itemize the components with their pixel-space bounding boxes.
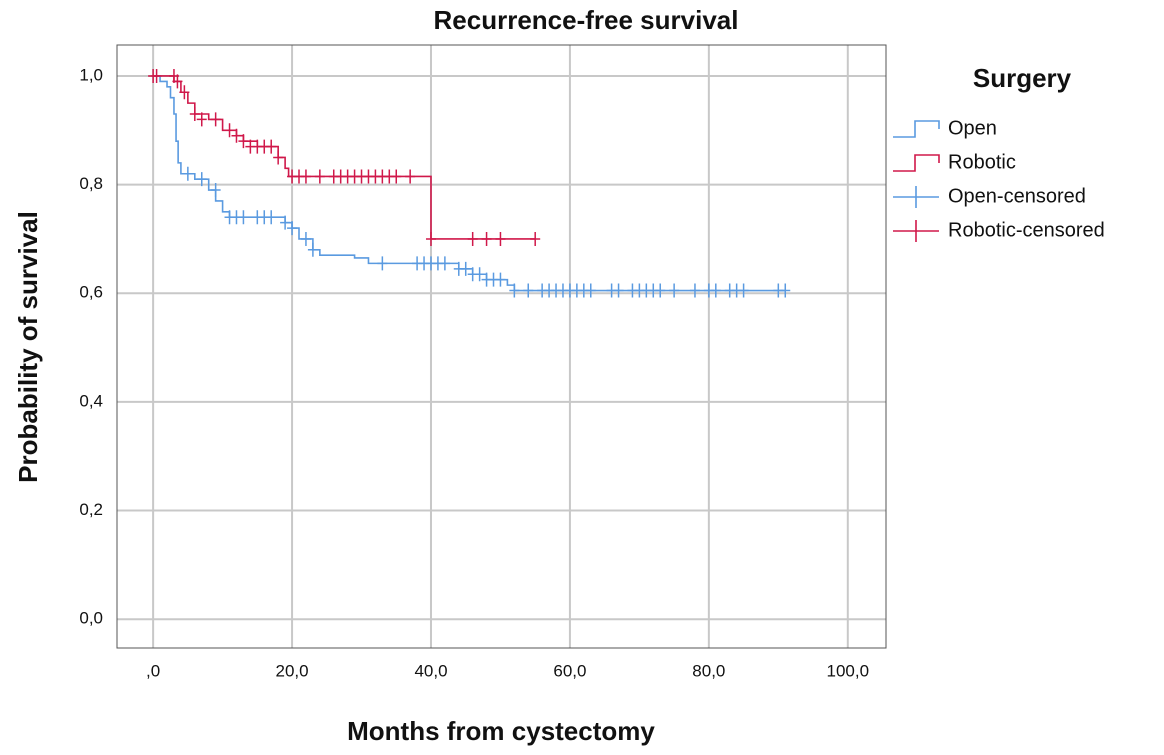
censor-mark bbox=[509, 283, 520, 298]
censor-mark bbox=[585, 283, 596, 298]
censor-mark bbox=[405, 169, 416, 184]
censor-mark bbox=[300, 231, 311, 246]
censor-mark bbox=[530, 231, 541, 246]
x-axis-label: Months from cystectomy bbox=[347, 716, 655, 746]
y-tick-label: 0,0 bbox=[79, 609, 103, 628]
censor-mark bbox=[710, 283, 721, 298]
censor-mark bbox=[495, 231, 506, 246]
survival-line bbox=[153, 75, 536, 240]
censor-mark bbox=[196, 112, 207, 127]
censor-mark bbox=[655, 283, 666, 298]
censor-mark bbox=[467, 231, 478, 246]
legend-label: Robotic-censored bbox=[948, 219, 1105, 241]
y-tick-label: 1,0 bbox=[79, 65, 103, 84]
censor-mark bbox=[425, 231, 436, 246]
censor-mark bbox=[179, 85, 190, 100]
censor-mark bbox=[689, 283, 700, 298]
censor-mark bbox=[300, 169, 311, 184]
legend-label: Open bbox=[948, 117, 997, 139]
legend-label: Robotic bbox=[948, 151, 1016, 173]
censor-mark bbox=[151, 68, 162, 83]
censor-mark bbox=[189, 106, 200, 121]
censor-mark bbox=[182, 166, 193, 181]
y-tick-label: 0,8 bbox=[79, 174, 103, 193]
censor-mark bbox=[231, 128, 242, 143]
x-tick-label: 80,0 bbox=[692, 661, 725, 680]
censor-mark bbox=[377, 256, 388, 271]
censor-mark bbox=[613, 283, 624, 298]
x-tick-label: ,0 bbox=[146, 661, 160, 680]
censor-mark bbox=[196, 172, 207, 187]
x-tick-label: 100,0 bbox=[827, 661, 870, 680]
censor-mark bbox=[669, 283, 680, 298]
censor-mark bbox=[266, 210, 277, 225]
censor-mark bbox=[224, 123, 235, 138]
y-tick-label: 0,6 bbox=[79, 283, 103, 302]
censor-mark bbox=[266, 139, 277, 154]
survival-line bbox=[153, 75, 786, 292]
censor-mark bbox=[474, 267, 485, 282]
censor-mark bbox=[314, 169, 325, 184]
chart-title: Recurrence-free survival bbox=[434, 5, 739, 35]
censor-mark bbox=[495, 272, 506, 287]
legend-icon bbox=[893, 220, 939, 242]
censor-mark bbox=[210, 183, 221, 198]
legend-icon bbox=[893, 186, 939, 208]
x-tick-label: 40,0 bbox=[414, 661, 447, 680]
x-tick-label: 60,0 bbox=[553, 661, 586, 680]
censor-mark bbox=[238, 134, 249, 149]
censor-mark bbox=[460, 261, 471, 276]
legend-icon bbox=[893, 120, 940, 138]
x-tick-label: 20,0 bbox=[276, 661, 309, 680]
y-axis-label: Probability of survival bbox=[13, 211, 43, 483]
censor-mark bbox=[391, 169, 402, 184]
censor-mark bbox=[273, 150, 284, 165]
censor-mark bbox=[210, 112, 221, 127]
censor-mark bbox=[738, 283, 749, 298]
legend-icon bbox=[893, 154, 940, 172]
censor-mark bbox=[307, 242, 318, 257]
censor-mark bbox=[523, 283, 534, 298]
censor-mark bbox=[287, 221, 298, 236]
censor-mark bbox=[780, 283, 791, 298]
y-tick-label: 0,2 bbox=[79, 500, 103, 519]
legend-title: Surgery bbox=[973, 63, 1072, 93]
legend-label: Open-censored bbox=[948, 185, 1086, 207]
censor-mark bbox=[172, 74, 183, 89]
y-tick-label: 0,4 bbox=[79, 391, 103, 410]
censor-mark bbox=[280, 215, 291, 230]
plot-frame bbox=[116, 44, 887, 649]
censor-mark bbox=[238, 210, 249, 225]
censor-mark bbox=[481, 231, 492, 246]
censor-mark bbox=[439, 256, 450, 271]
